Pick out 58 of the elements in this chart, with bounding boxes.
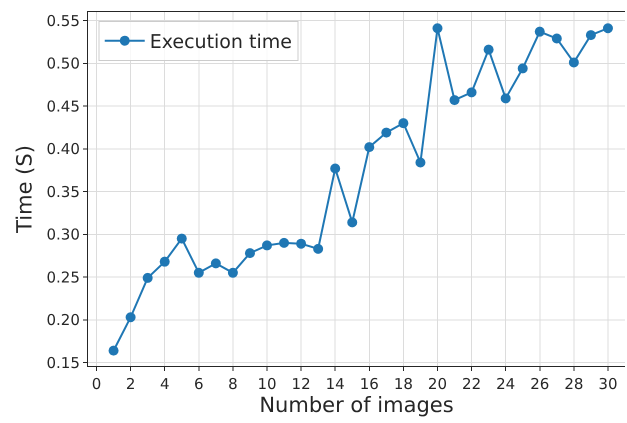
x-tick-label: 8 <box>228 375 238 394</box>
point <box>126 312 136 322</box>
point <box>108 346 119 356</box>
x-tick-label: 4 <box>160 375 170 394</box>
point <box>364 142 374 152</box>
point <box>228 268 238 278</box>
point <box>398 118 408 128</box>
x-tick-label: 0 <box>92 375 102 394</box>
point <box>210 258 221 268</box>
y-tick-label: 0.50 <box>46 54 80 73</box>
x-tick-label: 12 <box>292 375 311 394</box>
point <box>484 44 494 55</box>
point <box>142 272 153 283</box>
point <box>568 57 579 68</box>
point <box>296 238 306 249</box>
y-tick-label: 0.25 <box>46 268 80 286</box>
x-tick-label: 20 <box>428 375 448 394</box>
point <box>415 157 426 168</box>
x-tick-label: 24 <box>496 375 516 394</box>
point <box>586 30 596 40</box>
y-tick-label: 0.40 <box>46 140 80 158</box>
point <box>500 93 511 104</box>
y-tick-label: 0.30 <box>46 226 80 244</box>
point <box>518 63 528 74</box>
x-tick-label: 30 <box>598 375 618 394</box>
point <box>313 244 324 254</box>
x-tick-label: 16 <box>360 375 379 394</box>
x-tick-label: 18 <box>394 375 413 394</box>
point <box>602 23 613 34</box>
x-tick-label: 22 <box>462 375 482 394</box>
x-tick-label: 14 <box>326 375 345 394</box>
y-axis-title: Time (S) <box>12 145 37 234</box>
point <box>160 256 170 267</box>
x-tick-label: 6 <box>194 375 204 394</box>
point <box>432 23 442 34</box>
point <box>244 248 255 258</box>
point <box>176 234 187 244</box>
x-tick-label: 28 <box>564 375 584 394</box>
point <box>450 95 460 106</box>
point <box>347 217 358 228</box>
legend-label: Execution time <box>150 31 292 54</box>
x-tick-label: 26 <box>530 375 550 394</box>
y-tick-label: 0.20 <box>46 311 80 330</box>
x-tick-label: 2 <box>126 375 136 394</box>
point <box>466 87 477 98</box>
point <box>552 34 562 44</box>
point <box>279 238 290 248</box>
point <box>330 163 340 174</box>
x-axis-title: Number of images <box>259 393 454 418</box>
y-tick-label: 0.15 <box>46 354 80 372</box>
y-tick-label: 0.35 <box>46 182 80 201</box>
x-tick-label: 10 <box>257 375 277 394</box>
y-tick-label: 0.45 <box>46 97 80 116</box>
point <box>194 268 204 278</box>
point <box>262 240 272 250</box>
point <box>534 26 545 37</box>
point <box>381 128 392 138</box>
y-tick-label: 0.55 <box>46 12 80 30</box>
